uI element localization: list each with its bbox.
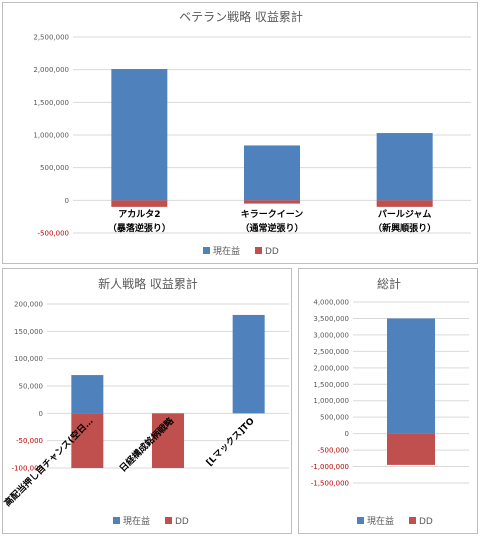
y-tick-label: 4,000,000 bbox=[313, 299, 349, 307]
y-tick-label: 1,500,000 bbox=[33, 99, 69, 107]
total-chart: 総計 4,000,000 3,500,000 3,000,000 2,500,000 2,… bbox=[311, 276, 469, 527]
y-tick-label: 0 bbox=[345, 430, 349, 438]
chart-title: 総計 bbox=[377, 276, 401, 291]
y-tick-label: 500,000 bbox=[40, 164, 69, 172]
y-tick-label: 1,000,000 bbox=[313, 397, 349, 405]
legend-swatch bbox=[113, 517, 120, 524]
y-tick-label: -1,000,000 bbox=[311, 463, 349, 471]
legend-label: DD bbox=[419, 517, 433, 527]
category-label: キラークイーン bbox=[241, 209, 304, 220]
category-label: パールジャム bbox=[378, 208, 432, 220]
category-label: （新興順張り） bbox=[373, 222, 436, 234]
y-tick-label: 1,000,000 bbox=[33, 132, 69, 140]
bar-dd bbox=[71, 413, 104, 468]
bar-dd bbox=[387, 433, 435, 465]
veteran-chart-panel: ベテラン戦略 収益累計 2,500,000 2,000,000 1,500,000 1,… bbox=[2, 2, 478, 264]
y-tick-label: 0 bbox=[39, 410, 43, 418]
total-chart-panel: 総計 4,000,000 3,500,000 3,000,000 2,500,000 2,… bbox=[298, 268, 478, 534]
bar-dd bbox=[152, 413, 184, 468]
bar-profit bbox=[71, 375, 104, 414]
y-tick-label: 2,000,000 bbox=[313, 364, 349, 372]
legend-label: 現在益 bbox=[367, 515, 394, 527]
rookie-chart-panel: 新人戦略 収益累計 200,000 150,000 100,000 50,000 0 -50… bbox=[2, 268, 292, 534]
bar-dd bbox=[111, 200, 168, 207]
category-label: （暴落逆張り） bbox=[108, 222, 171, 234]
bar-profit bbox=[376, 133, 433, 201]
y-tick-label: -100,000 bbox=[12, 465, 43, 473]
bar-dd bbox=[244, 200, 300, 204]
category-label: （通常逆張り） bbox=[240, 222, 303, 234]
y-tick-label: 3,000,000 bbox=[313, 331, 349, 339]
y-tick-label: 0 bbox=[65, 197, 69, 205]
chart-title: ベテラン戦略 収益累計 bbox=[179, 9, 303, 24]
category-label: [Lマックス]TO bbox=[204, 415, 257, 468]
legend-swatch bbox=[203, 247, 210, 254]
y-tick-label: 2,500,000 bbox=[33, 34, 69, 42]
y-tick-label: 3,500,000 bbox=[313, 315, 349, 323]
y-tick-label: -500,000 bbox=[318, 447, 349, 455]
bar-profit bbox=[387, 318, 435, 434]
y-tick-label: -50,000 bbox=[16, 437, 43, 445]
veteran-chart: ベテラン戦略 収益累計 2,500,000 2,000,000 1,500,000 1,… bbox=[33, 9, 471, 257]
legend-label: DD bbox=[175, 517, 189, 527]
bar-profit bbox=[111, 69, 168, 201]
bar-profit bbox=[232, 314, 265, 414]
y-tick-label: 2,500,000 bbox=[313, 348, 349, 356]
y-tick-label: 500,000 bbox=[320, 414, 349, 422]
y-tick-label: 200,000 bbox=[14, 301, 43, 309]
legend-label: DD bbox=[265, 247, 279, 257]
chart-title: 新人戦略 収益累計 bbox=[98, 276, 198, 291]
y-tick-label: -500,000 bbox=[38, 230, 69, 238]
y-tick-label: 100,000 bbox=[14, 355, 43, 363]
bar-profit bbox=[244, 145, 300, 201]
legend-swatch bbox=[165, 517, 172, 524]
y-tick-label: 150,000 bbox=[14, 328, 43, 336]
y-tick-label: 50,000 bbox=[19, 383, 44, 391]
y-tick-label: 1,500,000 bbox=[313, 381, 349, 389]
legend-swatch bbox=[409, 517, 416, 524]
legend-swatch bbox=[255, 247, 262, 254]
rookie-chart: 新人戦略 収益累計 200,000 150,000 100,000 50,000 0 -50… bbox=[3, 276, 289, 527]
y-tick-label: 2,000,000 bbox=[33, 66, 69, 74]
y-tick-label: -1,500,000 bbox=[311, 480, 349, 488]
legend-label: 現在益 bbox=[123, 515, 150, 527]
legend-swatch bbox=[357, 517, 364, 524]
legend-label: 現在益 bbox=[213, 245, 240, 257]
category-label: アカルタ2 bbox=[118, 208, 160, 220]
bar-dd bbox=[376, 200, 433, 207]
